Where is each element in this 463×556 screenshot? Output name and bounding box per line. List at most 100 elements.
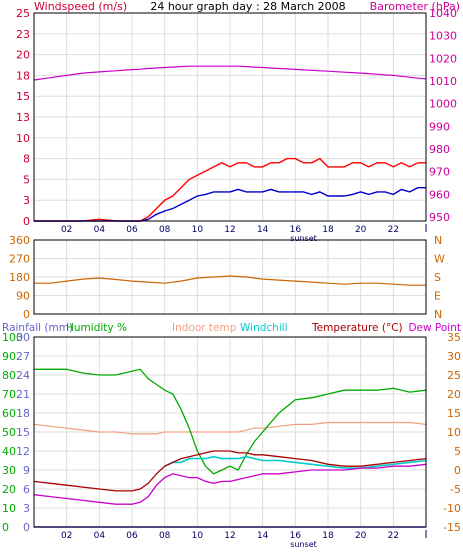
panel3-frame — [33, 336, 427, 528]
dew-point-line — [33, 463, 427, 505]
rainfall-tick: 9 — [23, 464, 30, 477]
hour-tick: 10 — [192, 225, 204, 235]
humidity-line — [34, 368, 427, 475]
windspeed-tick: 3 — [23, 194, 30, 207]
barometer-line — [33, 65, 427, 81]
barometer-tick: 1030 — [429, 30, 457, 43]
hour-tick: 06 — [126, 531, 138, 541]
hour-tick: 12 — [224, 225, 235, 235]
wind-direction-line — [34, 275, 426, 286]
legend-humidity: Humidity % — [66, 322, 127, 334]
rainfall-tick: 6 — [23, 483, 30, 496]
humidity-tick: 40 — [2, 445, 16, 458]
compass-tick: N — [434, 234, 442, 247]
hour-tick: 16 — [290, 531, 302, 541]
hour-tick: 06 — [126, 225, 138, 235]
windspeed-tick: 0 — [23, 215, 30, 228]
windspeed-tick: 15 — [16, 90, 30, 103]
hour-tick: 20 — [355, 225, 367, 235]
temperature-tick: 5 — [454, 445, 461, 458]
compass-tick: W — [434, 253, 445, 266]
rainfall-tick: 18 — [16, 407, 30, 420]
humidity-tick: 80 — [2, 369, 16, 382]
humidity-tick: 70 — [2, 388, 16, 401]
sunset-label: sunset — [290, 540, 317, 549]
chart-title: 24 hour graph day : 28 March 2008 — [150, 0, 345, 13]
hour-tick: 04 — [94, 225, 106, 235]
direction-tick: 270 — [9, 253, 30, 266]
hour-tick: 12 — [224, 531, 235, 541]
hour-tick: 04 — [94, 531, 106, 541]
barometer-axis-label: Barometer (hPa) — [370, 0, 460, 13]
legend-dew-point: Dew Point — [408, 322, 461, 334]
hour-tick: 20 — [355, 531, 367, 541]
temperature-tick: 20 — [447, 388, 461, 401]
hour-tick: 02 — [61, 225, 72, 235]
temp-humidity-panel: 0 10 20 30 40 5 06 0 70 80 90 100 0 3 6 9 12 15 18 21 24 27 30… — [2, 331, 461, 549]
compass-tick: N — [434, 308, 442, 321]
windspeed-tick: 10 — [16, 132, 30, 145]
rainfall-tick: 27 — [16, 350, 30, 363]
rainfall-tick: 3 — [23, 502, 30, 515]
barometer-tick: 960 — [429, 188, 450, 201]
hour-tick: 08 — [159, 225, 171, 235]
direction-tick: 180 — [9, 271, 30, 284]
direction-tick: 360 — [9, 234, 30, 247]
temperature-tick: 0 — [454, 464, 461, 477]
hour-tick: 22 — [388, 531, 399, 541]
barometer-tick: 1010 — [429, 75, 457, 88]
legend-indoor-temp: Indoor temp — [172, 322, 237, 334]
direction-tick: 90 — [16, 290, 30, 303]
temperature-tick: 25 — [447, 369, 461, 382]
humidity-tick: 100 — [2, 331, 23, 344]
indoor-temp-line — [33, 421, 427, 435]
hour-tick: 10 — [192, 531, 204, 541]
compass-tick: E — [434, 290, 441, 303]
rainfall-tick: 24 — [16, 369, 30, 382]
temperature-tick: -15 — [443, 521, 461, 534]
temperature-tick: -5 — [450, 483, 461, 496]
hour-tick: 22 — [388, 225, 399, 235]
temperature-line — [33, 450, 427, 492]
barometer-tick: 950 — [429, 211, 450, 224]
hour-tick: 14 — [257, 225, 269, 235]
rainfall-tick: 0 — [23, 521, 30, 534]
temperature-tick: 10 — [447, 426, 461, 439]
humidity-tick: 20 — [2, 483, 16, 496]
rainfall-tick: 21 — [16, 388, 30, 401]
temperature-tick: 15 — [447, 407, 461, 420]
legend-rainfall: Rainfall (mm) — [2, 322, 73, 334]
windspeed-tick: 5 — [23, 173, 30, 186]
windspeed-tick: 25 — [16, 7, 30, 20]
sunset-label: sunset — [290, 234, 317, 243]
wind-barometer-panel: 0358101315182023259509609709809901000101… — [16, 7, 457, 243]
legend-temperature: Temperature (°C) — [311, 322, 403, 334]
windspeed-tick: 8 — [23, 153, 30, 166]
legend-windchill: Windchill — [240, 322, 288, 334]
hour-tick: 02 — [61, 531, 72, 541]
barometer-tick: 970 — [429, 166, 450, 179]
panel1-frame — [33, 12, 427, 222]
temperature-tick: 35 — [447, 331, 461, 344]
humidity-tick: 0 — [2, 521, 9, 534]
temperature-tick: 30 — [447, 350, 461, 363]
hour-tick: 16 — [290, 225, 302, 235]
windspeed-tick: 23 — [16, 28, 30, 41]
rainfall-tick: 30 — [16, 331, 30, 344]
humidity-tick: 30 — [2, 464, 16, 477]
humidity-tick: 90 — [2, 350, 16, 363]
hour-tick: 08 — [159, 531, 171, 541]
compass-tick: S — [434, 271, 441, 284]
hour-tick: 18 — [322, 531, 334, 541]
windspeed-tick: 13 — [16, 111, 30, 124]
rainfall-tick: 15 — [16, 426, 30, 439]
windspeed-tick: 20 — [16, 49, 30, 62]
direction-tick: 0 — [23, 308, 30, 321]
panel2-frame — [33, 239, 427, 315]
barometer-tick: 990 — [429, 120, 450, 133]
barometer-tick: 1020 — [429, 52, 457, 65]
temperature-tick: -10 — [443, 502, 461, 515]
windspeed-axis-label: Windspeed (m/s) — [34, 0, 127, 13]
